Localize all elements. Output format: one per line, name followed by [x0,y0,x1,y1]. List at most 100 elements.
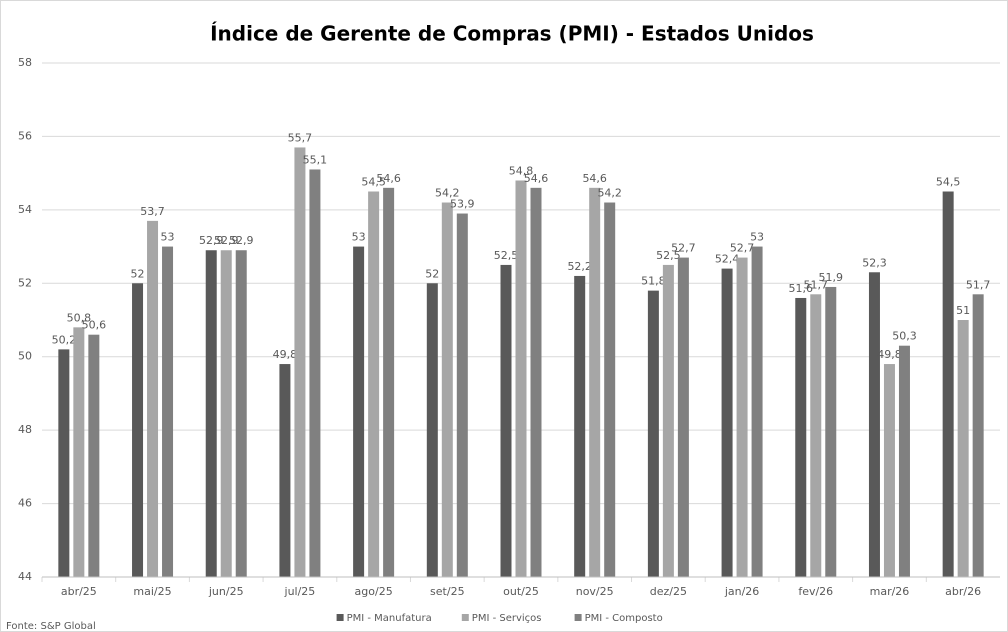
bar [825,286,837,577]
data-label: 53,7 [140,205,165,218]
legend-label: PMI - Manufatura [347,613,432,624]
bar [898,345,910,577]
bar [426,283,438,577]
data-label: 53 [750,231,764,244]
bar [647,290,659,577]
bar [604,202,616,577]
y-tick-label: 50 [18,350,32,363]
data-label: 52,7 [730,242,755,255]
data-label: 52,3 [862,256,887,269]
bar [736,257,748,577]
data-label: 52 [131,267,145,280]
x-tick-label: jan/26 [724,585,759,598]
x-tick-label: mai/25 [133,585,171,598]
data-label: 51 [956,304,970,317]
bar [58,349,70,577]
data-label: 52,9 [214,234,239,247]
data-label: 55,7 [288,131,313,144]
data-label: 54,8 [509,164,534,177]
bar [162,246,174,578]
data-label: 54,6 [524,172,549,185]
data-label: 51,7 [966,278,991,291]
legend-swatch [336,614,344,621]
legend-label: PMI - Composto [585,613,663,624]
data-label: 51,6 [789,282,814,295]
data-label: 52,4 [715,253,740,266]
data-label: 50,3 [892,330,917,343]
source-note: Fonte: S&P Global [6,621,96,632]
bar [662,264,674,577]
data-label: 51,8 [641,275,666,288]
bar [456,213,468,577]
bar [942,191,954,577]
data-label: 53,9 [450,198,475,211]
data-label: 54,6 [376,172,401,185]
data-label: 54,2 [597,187,622,200]
data-label: 52,9 [199,234,224,247]
legend-swatch [574,614,582,621]
bar [441,202,453,577]
x-tick-label: abr/25 [61,585,97,598]
bar [721,268,733,577]
x-tick-label: dez/25 [650,585,687,598]
data-label: 52,5 [656,249,681,262]
y-tick-label: 54 [18,203,32,216]
data-label: 50,6 [82,319,107,332]
bar [309,169,321,577]
data-label: 49,8 [273,348,298,361]
x-tick-label: mar/26 [870,585,910,598]
bar [368,191,380,577]
bar [957,320,969,577]
data-label: 50,2 [52,333,77,346]
bar [795,297,807,577]
legend-label: PMI - Serviços [472,613,542,624]
bar [751,246,763,578]
bar [515,180,527,577]
bar [73,327,85,577]
data-label: 52,2 [567,260,592,273]
bar [530,187,542,578]
x-tick-label: out/25 [503,585,539,598]
data-label: 54,6 [582,172,607,185]
x-tick-label: ago/25 [355,585,393,598]
bar [883,364,895,577]
data-label: 54,5 [936,176,961,189]
bar [205,250,217,577]
data-label: 53 [352,231,366,244]
bar [868,272,880,577]
bar [88,334,100,577]
data-label: 53 [161,231,175,244]
x-tick-label: fev/26 [798,585,833,598]
data-label: 54,2 [435,187,460,200]
data-label: 52,9 [229,234,254,247]
bar [294,147,306,577]
y-tick-label: 44 [18,570,32,583]
y-tick-label: 52 [18,276,32,289]
chart-title: Índice de Gerente de Compras (PMI) - Est… [210,22,814,46]
y-tick-label: 46 [18,497,32,510]
data-label: 51,7 [804,278,829,291]
bar [500,264,512,577]
x-tick-label: abr/26 [945,585,981,598]
legend-swatch [461,614,469,621]
data-label: 49,8 [877,348,902,361]
bar [574,275,586,577]
y-tick-label: 48 [18,423,32,436]
bar [972,294,984,577]
bar [589,187,601,578]
bar [353,246,365,578]
x-tick-label: jun/25 [208,585,244,598]
data-label: 55,1 [303,153,328,166]
bar [147,220,159,577]
data-label: 51,9 [819,271,844,284]
bar [677,257,689,577]
y-tick-label: 56 [18,129,32,142]
bar [810,294,822,577]
x-tick-label: nov/25 [576,585,614,598]
y-tick-label: 58 [18,56,32,69]
data-label: 50,8 [67,311,92,324]
bar [383,187,395,578]
x-tick-label: set/25 [430,585,465,598]
bar [220,250,232,577]
